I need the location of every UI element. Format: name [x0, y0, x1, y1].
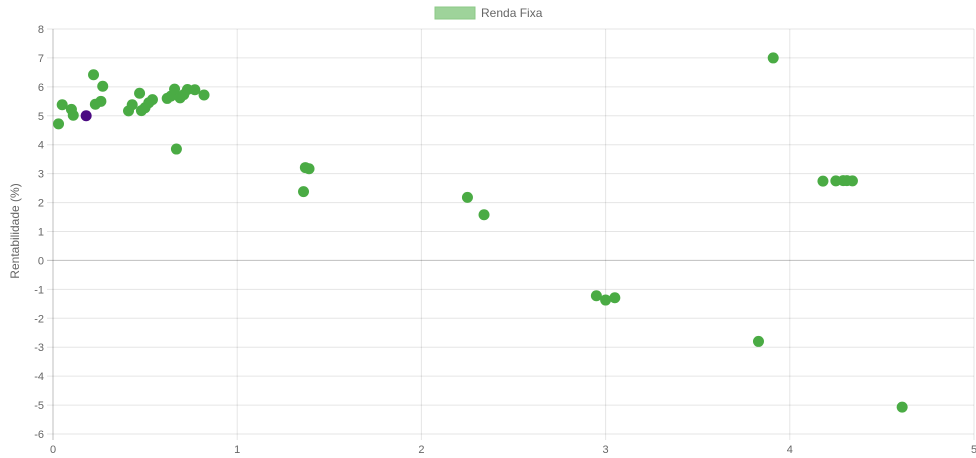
y-tick-label: -3: [34, 342, 44, 354]
highlighted-data-point[interactable]: [80, 110, 92, 122]
y-tick-label: -6: [34, 429, 44, 441]
data-point[interactable]: [600, 294, 612, 306]
legend[interactable]: Renda Fixa: [434, 6, 543, 20]
legend-label[interactable]: Renda Fixa: [481, 6, 543, 20]
y-tick-label: 1: [38, 227, 44, 239]
data-point[interactable]: [189, 84, 201, 96]
y-tick-label: 5: [38, 111, 44, 123]
data-point[interactable]: [896, 401, 908, 413]
data-point[interactable]: [303, 163, 315, 175]
y-tick-label: 6: [38, 82, 44, 94]
y-tick-label: -2: [34, 313, 44, 325]
data-point[interactable]: [126, 99, 138, 111]
data-point[interactable]: [846, 175, 858, 187]
y-tick-label: 8: [38, 24, 44, 36]
data-point[interactable]: [88, 69, 100, 81]
y-tick-label: 0: [38, 255, 44, 267]
data-point[interactable]: [169, 83, 181, 95]
data-point[interactable]: [817, 175, 829, 187]
y-tick-label: 7: [38, 53, 44, 65]
x-tick-label: 3: [603, 444, 609, 456]
data-point[interactable]: [609, 292, 621, 304]
data-point[interactable]: [590, 290, 602, 302]
y-tick-label: -4: [34, 371, 44, 383]
grid-lines: [47, 28, 975, 440]
data-point[interactable]: [752, 335, 764, 347]
data-point[interactable]: [95, 95, 107, 107]
y-tick-label: 3: [38, 169, 44, 181]
x-axis-ticks: 0 1 2 3 4 5: [50, 444, 976, 456]
y-axis-ticks: 8 7 6 5 4 3 2 1 0 -1 -2 -3 -4 -5 -6: [34, 24, 44, 441]
data-point[interactable]: [298, 186, 310, 198]
x-tick-label: 0: [50, 444, 56, 456]
data-point[interactable]: [67, 109, 79, 121]
y-axis-title: Rentabilidade (%): [8, 183, 22, 278]
y-tick-label: 4: [38, 140, 44, 152]
x-tick-label: 4: [787, 444, 793, 456]
data-points: [53, 52, 908, 413]
data-point[interactable]: [478, 209, 490, 221]
y-tick-label: -5: [34, 400, 44, 412]
data-point[interactable]: [134, 87, 146, 99]
y-tick-label: -1: [34, 284, 44, 296]
data-point[interactable]: [146, 94, 158, 106]
data-point[interactable]: [53, 118, 65, 130]
data-point[interactable]: [97, 80, 109, 92]
data-point[interactable]: [198, 89, 210, 101]
data-point[interactable]: [170, 143, 182, 155]
x-tick-label: 5: [971, 444, 976, 456]
data-point[interactable]: [461, 191, 473, 203]
data-point[interactable]: [56, 99, 68, 111]
legend-swatch[interactable]: [434, 6, 476, 20]
x-tick-label: 1: [234, 444, 240, 456]
y-tick-label: 2: [38, 198, 44, 210]
data-point[interactable]: [767, 52, 779, 64]
x-tick-label: 2: [418, 444, 424, 456]
